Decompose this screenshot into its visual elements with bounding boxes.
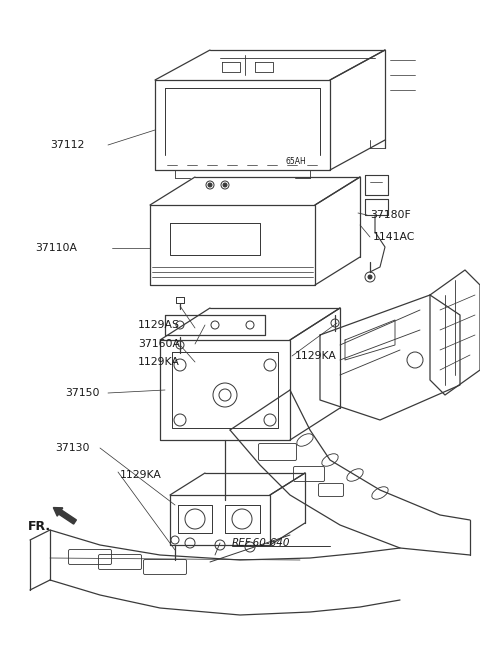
Text: 37110A: 37110A xyxy=(35,243,77,253)
Text: 1129AS: 1129AS xyxy=(138,320,180,330)
Text: 65AH: 65AH xyxy=(285,157,306,166)
Text: 37112: 37112 xyxy=(50,140,84,150)
Text: 1129KA: 1129KA xyxy=(295,351,337,361)
Text: 1129KA: 1129KA xyxy=(138,357,180,367)
Text: REF.60-640: REF.60-640 xyxy=(232,538,290,548)
Text: 37150: 37150 xyxy=(65,388,99,398)
Circle shape xyxy=(223,183,227,187)
FancyArrow shape xyxy=(53,508,76,524)
Text: 1141AC: 1141AC xyxy=(373,232,415,242)
Text: 37160A: 37160A xyxy=(138,339,180,349)
Text: 37130: 37130 xyxy=(55,443,89,453)
Text: 37180F: 37180F xyxy=(370,210,411,220)
Circle shape xyxy=(368,275,372,279)
Text: 1129KA: 1129KA xyxy=(120,470,162,480)
Circle shape xyxy=(208,183,212,187)
Text: FR.: FR. xyxy=(28,521,51,534)
